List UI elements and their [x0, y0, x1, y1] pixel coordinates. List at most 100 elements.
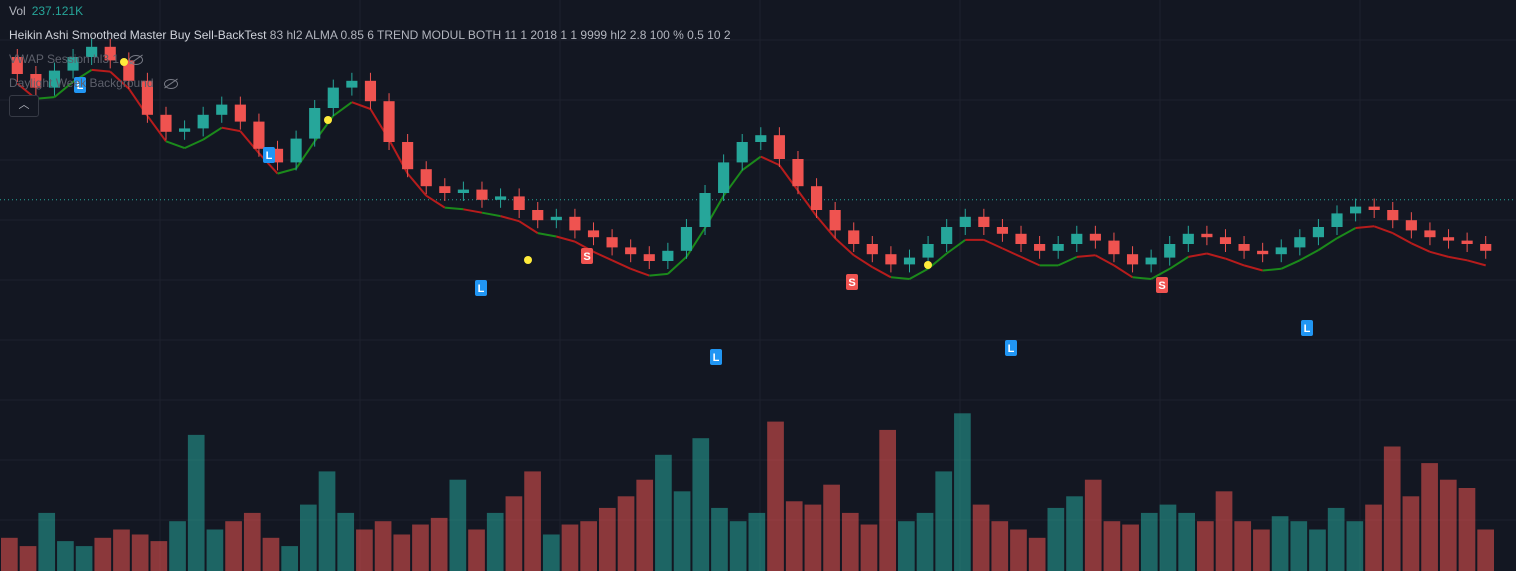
- candle: [550, 216, 562, 221]
- trend-line-segment: [1317, 237, 1338, 251]
- volume-bar: [94, 537, 112, 571]
- candle: [1145, 257, 1157, 265]
- candle: [1257, 250, 1269, 255]
- candle: [1052, 244, 1064, 251]
- volume-bar: [468, 529, 485, 571]
- stop-dot: [524, 256, 532, 264]
- volume-bar: [281, 546, 298, 571]
- candle: [420, 169, 432, 187]
- volume-bar: [262, 537, 280, 571]
- trend-line-segment: [871, 266, 892, 279]
- volume-bar: [337, 512, 355, 571]
- candle: [457, 189, 469, 193]
- volume-bar: [1421, 463, 1438, 571]
- eye-hidden-icon[interactable]: [129, 54, 144, 65]
- trend-line-segment: [1410, 242, 1431, 253]
- candle: [383, 101, 395, 142]
- background-legend[interactable]: Daylight Week Background: [9, 76, 178, 90]
- candle: [1089, 233, 1101, 241]
- trend-line-segment: [1243, 264, 1263, 272]
- trend-line-segment: [1150, 267, 1171, 280]
- candle: [141, 80, 153, 115]
- volume-bar: [1122, 524, 1139, 571]
- collapse-legend-button[interactable]: ︿: [9, 95, 39, 117]
- volume-bar: [393, 534, 411, 571]
- short-signal-label-text: S: [1158, 280, 1165, 292]
- trend-line-segment: [667, 256, 688, 275]
- chevron-up-icon: ︿: [18, 99, 30, 111]
- volume-bar: [1140, 512, 1158, 571]
- trend-line-segment: [184, 138, 204, 150]
- volume-bar: [1477, 529, 1494, 571]
- volume-bar: [1439, 479, 1457, 571]
- candle: [1424, 230, 1436, 238]
- candle: [922, 244, 934, 258]
- trend-line-segment: [685, 227, 706, 258]
- volume-bar: [524, 471, 541, 571]
- short-signal-label-text: S: [583, 251, 590, 263]
- trend-line-segment: [444, 206, 464, 211]
- candle: [848, 230, 860, 244]
- trend-line-segment: [741, 155, 762, 172]
- volume-value: 237.121K: [31, 4, 84, 18]
- indicator-legend[interactable]: Heikin Ashi Smoothed Master Buy Sell-Bac…: [9, 28, 731, 42]
- volume-bar: [599, 507, 616, 571]
- candle: [1294, 237, 1306, 248]
- volume-bar: [300, 504, 317, 571]
- trend-line-segment: [406, 172, 427, 197]
- candle: [1238, 244, 1250, 251]
- volume-legend[interactable]: Vol 237.121K: [9, 4, 83, 18]
- candle: [1219, 237, 1232, 244]
- long-signal-label: [710, 349, 722, 365]
- short-signal-label: [581, 248, 593, 264]
- volume-bar: [542, 534, 560, 571]
- volume-bar: [1290, 521, 1308, 571]
- candle: [1164, 244, 1176, 258]
- volume-bar: [1047, 507, 1065, 571]
- candle: [346, 80, 358, 88]
- volume-bar: [804, 504, 822, 571]
- trend-line-segment: [649, 272, 668, 277]
- vwap-title: VWAP Session hl3 1: [9, 52, 120, 66]
- volume-bar: [1402, 496, 1420, 571]
- eye-hidden-icon[interactable]: [163, 78, 178, 89]
- volume-bar: [898, 521, 915, 571]
- candle: [1480, 244, 1492, 251]
- volume-bar: [1028, 537, 1046, 571]
- vwap-legend[interactable]: VWAP Session hl3 1: [9, 52, 144, 66]
- candle: [996, 227, 1009, 234]
- trend-line-segment: [1262, 267, 1282, 272]
- trend-line-segment: [556, 235, 576, 243]
- volume-bar: [1346, 521, 1364, 571]
- volume-bar: [243, 512, 261, 571]
- volume-bar: [1066, 496, 1083, 571]
- trend-line-segment: [146, 115, 167, 142]
- trend-line-segment: [909, 267, 929, 280]
- trend-line-segment: [1057, 255, 1078, 267]
- volume-bar: [991, 521, 1009, 571]
- volume-bar: [318, 471, 336, 571]
- candle: [197, 114, 209, 129]
- trend-line-segment: [797, 190, 818, 217]
- volume-bar: [1253, 529, 1270, 571]
- candle: [866, 244, 878, 255]
- candle: [1368, 206, 1380, 210]
- trend-line-segment: [537, 232, 557, 238]
- volume-bar: [374, 521, 392, 571]
- volume-bar: [75, 546, 93, 571]
- candle: [160, 114, 172, 132]
- trend-line-segment: [1076, 254, 1096, 258]
- trend-line-segment: [1299, 249, 1319, 262]
- candle: [1071, 233, 1083, 244]
- volume-bar: [1234, 521, 1252, 571]
- candle: [1126, 254, 1139, 265]
- candle: [513, 196, 525, 210]
- volume-bar: [412, 524, 429, 571]
- volume-bar: [169, 521, 186, 571]
- trend-line-segment: [1020, 255, 1041, 267]
- candle: [104, 46, 116, 61]
- volume-bar: [225, 521, 242, 571]
- volume-bar: [206, 529, 224, 571]
